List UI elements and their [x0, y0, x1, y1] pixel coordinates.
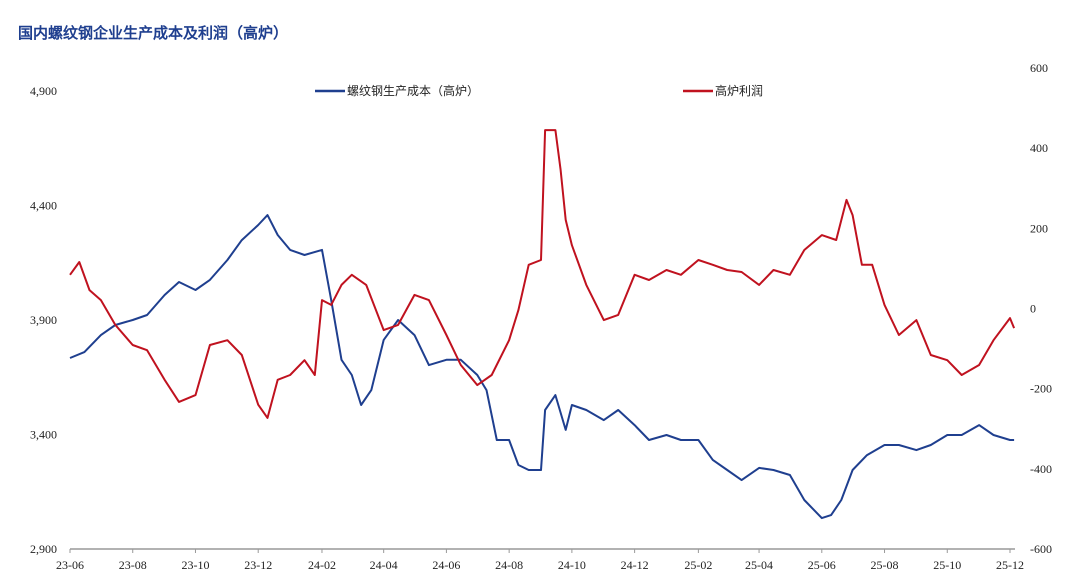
chart-title: 国内螺纹钢企业生产成本及利润（高炉）: [18, 24, 289, 42]
y-right-tick-label: -400: [1030, 462, 1052, 476]
y-left-tick-label: 2,900: [30, 542, 57, 556]
x-tick-label: 24-08: [495, 558, 523, 572]
legend-label: 高炉利润: [715, 83, 763, 98]
x-tick-label: 24-04: [370, 558, 398, 572]
x-tick-label: 24-02: [308, 558, 336, 572]
x-tick-label: 25-02: [684, 558, 712, 572]
x-tick-label: 25-08: [871, 558, 899, 572]
y-left-tick-label: 4,900: [30, 84, 57, 98]
y-right-tick-label: 400: [1030, 141, 1048, 155]
y-right-tick-label: 0: [1030, 302, 1036, 316]
x-tick-label: 23-08: [119, 558, 147, 572]
y-left-tick-label: 3,900: [30, 313, 57, 327]
legend-label: 螺纹钢生产成本（高炉）: [347, 83, 479, 98]
x-tick-label: 24-06: [432, 558, 460, 572]
x-tick-label: 23-12: [244, 558, 272, 572]
x-tick-label: 25-10: [933, 558, 961, 572]
x-tick-label: 24-10: [558, 558, 586, 572]
y-right-tick-label: 200: [1030, 221, 1048, 235]
y-right-tick-label: -600: [1030, 542, 1052, 556]
x-tick-label: 23-06: [56, 558, 84, 572]
series-line-2: [69, 129, 1016, 419]
series-line-1: [69, 214, 1015, 520]
y-right-tick-label: -200: [1030, 382, 1052, 396]
x-tick-label: 25-12: [996, 558, 1024, 572]
y-left-tick-label: 4,400: [30, 199, 57, 213]
y-left-tick-label: 3,400: [30, 428, 57, 442]
x-tick-label: 25-06: [808, 558, 836, 572]
y-right-tick-label: 600: [1030, 61, 1048, 75]
x-tick-label: 24-12: [621, 558, 649, 572]
x-tick-label: 25-04: [745, 558, 773, 572]
x-tick-label: 23-10: [181, 558, 209, 572]
